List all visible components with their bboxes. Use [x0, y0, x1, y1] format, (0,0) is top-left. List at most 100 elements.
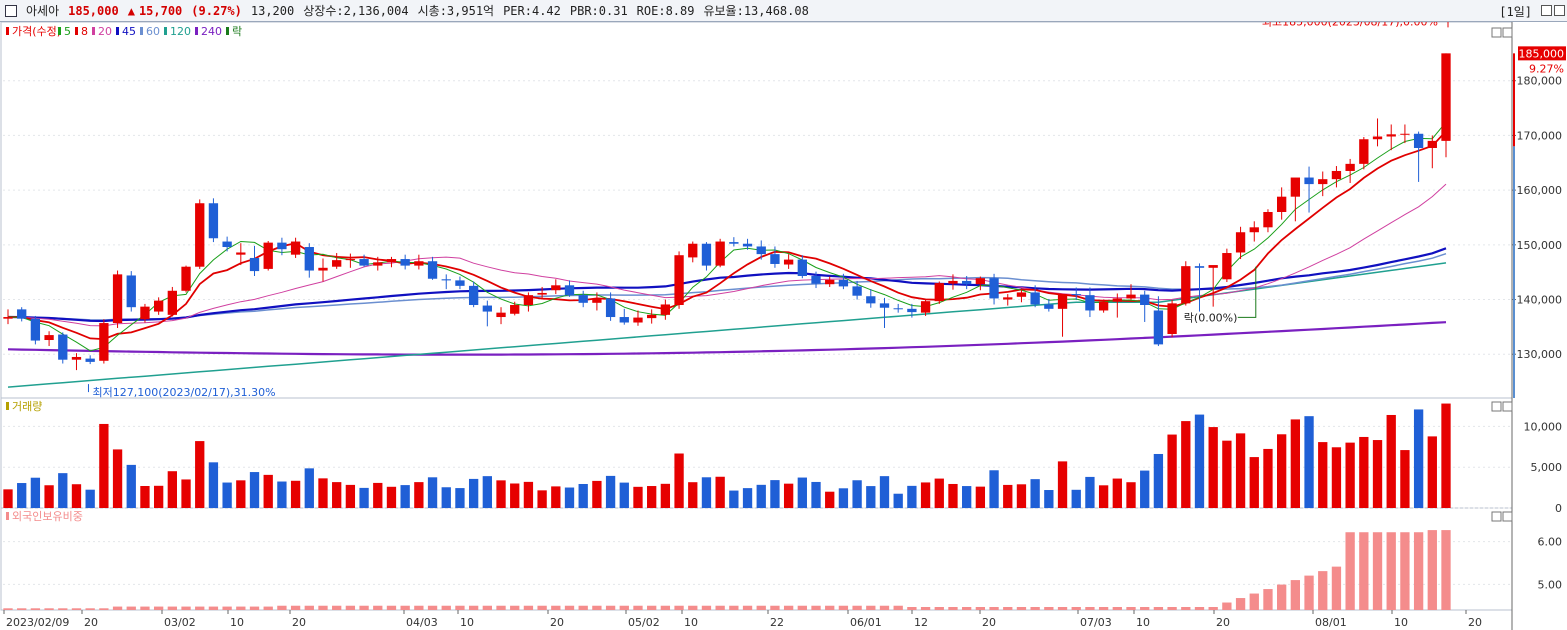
candle-body: [797, 259, 807, 277]
foreign-bar: [359, 605, 369, 610]
volume-bar: [167, 471, 177, 508]
foreign-bar: [907, 607, 917, 610]
x-tick-label: 20: [84, 616, 98, 629]
candle-body: [249, 257, 260, 272]
stock-chart[interactable]: 130,000 140,000 150,000 160,000 170,000 180,0…: [0, 22, 1567, 630]
candle-body: [564, 285, 575, 296]
foreign-bar: [701, 605, 712, 610]
volume-tick-label: 0: [1555, 502, 1562, 515]
foreign-bar: [85, 608, 95, 610]
legend-rak: 락: [232, 25, 242, 38]
candle-body: [770, 254, 780, 264]
legend-ma-45-swatch: [116, 27, 119, 35]
foreign-bar: [1112, 607, 1122, 610]
volume-bar: [126, 464, 136, 508]
volume-bar: [1140, 470, 1150, 508]
legend-ma-120: 120: [170, 25, 191, 38]
volume-bar: [564, 487, 575, 508]
volume-bar: [263, 474, 273, 508]
volume-bar: [30, 477, 41, 508]
foreign-bar: [99, 608, 109, 610]
volume-bar: [153, 485, 164, 508]
volume-bar: [962, 486, 972, 508]
candle-body: [989, 278, 999, 299]
foreign-bar: [112, 606, 123, 610]
volume-bar: [729, 490, 739, 508]
legend-ma-60-swatch: [140, 27, 143, 35]
volume-bar: [742, 488, 753, 508]
foreign-bar: [249, 606, 260, 610]
x-tick-label: 10: [1394, 616, 1408, 629]
volume-bar: [510, 483, 520, 508]
foreign-bar: [1345, 532, 1355, 610]
candle-body: [948, 280, 958, 284]
volume-bar: [1030, 479, 1040, 508]
low-annotation: 최저127,100(2023/02/17),31.30%: [92, 386, 275, 399]
panel-close-icon: [1502, 511, 1513, 522]
volume-bar: [236, 480, 246, 508]
candle-body: [1359, 139, 1369, 164]
candle-body: [1277, 196, 1287, 212]
candle-body: [523, 295, 534, 305]
volume-bar: [1372, 440, 1383, 508]
volume-bar: [1290, 419, 1301, 508]
foreign-bar: [318, 605, 328, 610]
volume-bar: [208, 462, 219, 508]
candle-body: [373, 262, 383, 266]
candle-body: [825, 279, 835, 285]
x-tick-label: 05/02: [628, 616, 660, 629]
close-icon[interactable]: [1554, 5, 1565, 16]
foreign-bar: [167, 606, 177, 610]
foreign-tick-label: 5.00: [1538, 578, 1563, 591]
high-arrow-icon: [1447, 22, 1449, 28]
candle-body: [290, 241, 301, 255]
candle-body: [811, 276, 821, 284]
maximize-icon[interactable]: [1541, 5, 1552, 16]
candle-body: [236, 252, 246, 255]
candle-body: [58, 334, 68, 360]
candles: [3, 53, 1451, 371]
foreign-bar: [852, 605, 862, 610]
volume-bar: [1126, 482, 1136, 508]
x-tick-label: 10: [684, 616, 698, 629]
volume-bar: [1386, 414, 1396, 508]
volume-bar: [523, 481, 534, 508]
foreign-bar: [345, 605, 356, 610]
legend-ma-45: 45: [122, 25, 136, 38]
volume-bar: [1441, 403, 1451, 508]
candle-body: [742, 243, 753, 247]
volume-bar: [400, 485, 410, 508]
candle-body: [1194, 266, 1205, 268]
volume-bar: [660, 483, 671, 508]
candle-body: [85, 358, 95, 362]
candle-body: [167, 290, 177, 315]
foreign-bar: [948, 607, 958, 610]
foreign-bar: [140, 606, 150, 610]
foreign-bar: [1153, 607, 1164, 610]
rak-pointer: [1237, 266, 1257, 318]
volume-tick-label: 10,000: [1524, 420, 1563, 433]
foreign-bar: [1304, 575, 1314, 610]
volume-bar: [1331, 447, 1342, 508]
volume-bar: [756, 484, 766, 508]
legend-ma-60: 60: [146, 25, 160, 38]
period-selector[interactable]: [1일]: [1499, 5, 1532, 19]
volume-bar: [496, 480, 506, 508]
legend-ma-240-swatch: [195, 27, 198, 35]
volume-bar: [989, 470, 999, 508]
per-value: PER:4.42: [503, 3, 561, 18]
annotations: 최고185,000(2023/08/17),0.00% 최저127,100(202…: [87, 22, 1566, 399]
foreign-bar: [71, 608, 82, 610]
select-checkbox[interactable]: [5, 4, 17, 17]
current-pct-label: 9.27%: [1529, 62, 1564, 75]
candle-body: [975, 278, 986, 285]
candle-body: [1140, 294, 1150, 305]
volume-bar: [1235, 433, 1246, 508]
foreign-bar: [1003, 607, 1013, 610]
candle-body: [468, 285, 479, 305]
candle-body: [1318, 179, 1328, 185]
candle-body: [1386, 134, 1396, 137]
x-tick-label: 06/01: [850, 616, 882, 629]
volume-bar: [345, 484, 356, 508]
foreign-bar: [1263, 589, 1273, 610]
